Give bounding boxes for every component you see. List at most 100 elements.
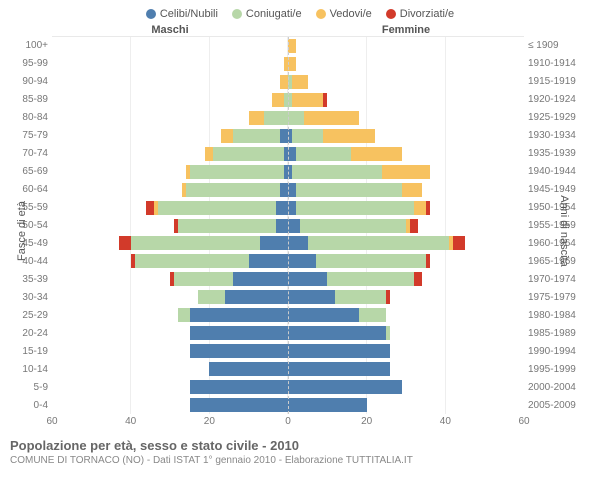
female-half: [288, 91, 524, 109]
legend-item: Divorziati/e: [386, 8, 454, 20]
bar-stack: [288, 75, 308, 89]
bar-stack: [288, 362, 390, 376]
age-label: 100+: [6, 36, 52, 54]
male-half: [52, 324, 288, 342]
male-half: [52, 109, 288, 127]
segment: [276, 219, 288, 233]
bar-stack: [288, 326, 390, 340]
segment: [233, 272, 288, 286]
legend-swatch: [232, 9, 242, 19]
segment: [426, 201, 430, 215]
segment: [288, 290, 335, 304]
bar-stack: [288, 129, 375, 143]
female-half: [288, 252, 524, 270]
female-half: [288, 73, 524, 91]
bar-stack: [174, 219, 288, 233]
segment: [300, 219, 406, 233]
male-half: [52, 163, 288, 181]
legend: Celibi/NubiliConiugati/eVedovi/eDivorzia…: [6, 8, 594, 20]
male-half: [52, 145, 288, 163]
bar-stack: [190, 398, 288, 412]
segment: [198, 290, 226, 304]
female-half: [288, 270, 524, 288]
age-label: 40-44: [6, 252, 52, 270]
segment: [316, 254, 426, 268]
segment: [323, 129, 374, 143]
legend-swatch: [316, 9, 326, 19]
header-male: Maschi: [52, 24, 288, 36]
segment: [410, 219, 418, 233]
birth-year-label: 1940-1944: [528, 162, 594, 180]
segment: [304, 111, 359, 125]
segment: [264, 111, 288, 125]
age-label: 70-74: [6, 144, 52, 162]
segment: [288, 272, 327, 286]
segment: [225, 290, 288, 304]
segment: [233, 129, 280, 143]
segment: [178, 219, 276, 233]
bar-stack: [209, 362, 288, 376]
bar-stack: [280, 75, 288, 89]
birth-year-label: 1970-1974: [528, 270, 594, 288]
bar-stack: [190, 344, 288, 358]
bar-stack: [288, 147, 402, 161]
bar-stack: [288, 290, 390, 304]
x-tick: 40: [440, 416, 451, 427]
segment: [351, 147, 402, 161]
bars-container: [52, 36, 524, 414]
age-label: 35-39: [6, 270, 52, 288]
segment: [135, 254, 249, 268]
segment: [288, 183, 296, 197]
bar-stack: [119, 236, 288, 250]
segment: [119, 236, 131, 250]
age-label: 25-29: [6, 306, 52, 324]
bar-stack: [288, 344, 390, 358]
age-label: 75-79: [6, 126, 52, 144]
male-half: [52, 217, 288, 235]
legend-label: Celibi/Nubili: [160, 8, 218, 20]
birth-year-label: 1925-1929: [528, 108, 594, 126]
bar-stack: [178, 308, 288, 322]
segment: [414, 272, 422, 286]
female-half: [288, 37, 524, 55]
male-half: [52, 37, 288, 55]
birth-year-label: 2000-2004: [528, 378, 594, 396]
segment: [288, 308, 359, 322]
bar-stack: [198, 290, 288, 304]
bar-stack: [288, 380, 402, 394]
female-half: [288, 288, 524, 306]
female-half: [288, 234, 524, 252]
male-half: [52, 199, 288, 217]
x-tick: 20: [204, 416, 215, 427]
segment: [131, 236, 261, 250]
bar-stack: [288, 219, 418, 233]
segment: [205, 147, 213, 161]
segment: [288, 57, 296, 71]
legend-swatch: [386, 9, 396, 19]
segment: [280, 183, 288, 197]
segment: [288, 111, 304, 125]
segment: [308, 236, 450, 250]
column-headers: Maschi Femmine: [6, 24, 594, 36]
male-half: [52, 234, 288, 252]
segment: [190, 344, 288, 358]
segment: [288, 380, 402, 394]
male-half: [52, 252, 288, 270]
female-half: [288, 396, 524, 414]
female-half: [288, 181, 524, 199]
bar-stack: [288, 111, 359, 125]
age-label: 45-49: [6, 234, 52, 252]
legend-item: Vedovi/e: [316, 8, 372, 20]
bar-stack: [190, 326, 288, 340]
age-label: 50-54: [6, 216, 52, 234]
birth-year-label: 2005-2009: [528, 396, 594, 414]
male-half: [52, 91, 288, 109]
bar-stack: [288, 398, 367, 412]
legend-swatch: [146, 9, 156, 19]
segment: [190, 380, 288, 394]
x-tick: 20: [361, 416, 372, 427]
birth-year-label: 1930-1934: [528, 126, 594, 144]
legend-item: Celibi/Nubili: [146, 8, 218, 20]
bar-stack: [205, 147, 288, 161]
segment: [288, 254, 316, 268]
